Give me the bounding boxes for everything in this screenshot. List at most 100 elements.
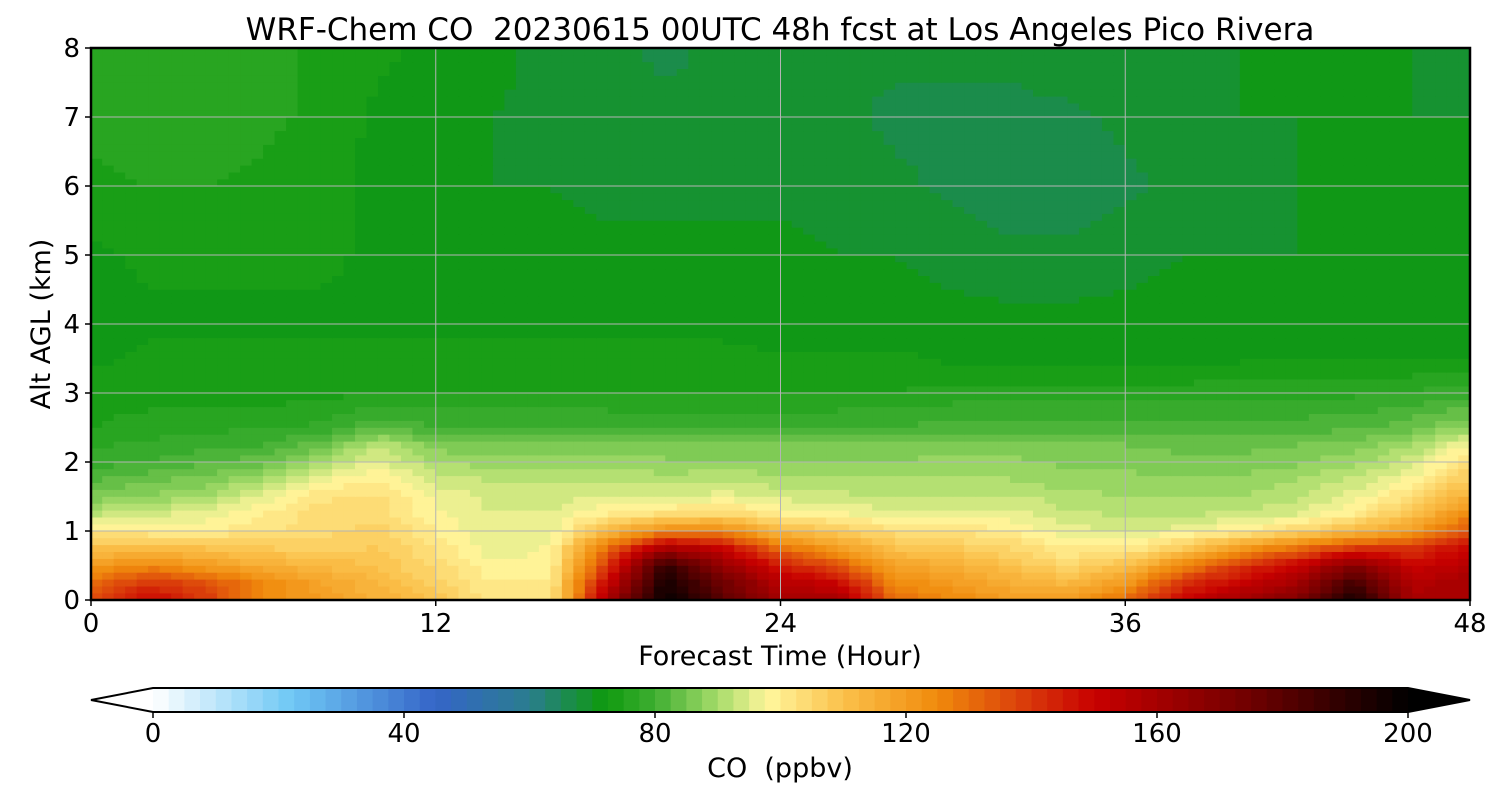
co-cell <box>1136 447 1149 456</box>
co-cell <box>1400 565 1413 573</box>
co-cell <box>872 551 885 559</box>
co-cell <box>538 496 551 504</box>
co-cell <box>469 516 483 525</box>
co-cell <box>1159 537 1172 546</box>
co-cell <box>1170 461 1184 470</box>
co-cell <box>1377 399 1390 408</box>
co-cell <box>1320 399 1333 408</box>
co-cell <box>527 385 540 394</box>
co-cell <box>286 351 299 359</box>
co-cell <box>653 344 666 352</box>
co-cell <box>297 316 310 325</box>
co-cell <box>1056 337 1069 345</box>
co-cell <box>251 475 264 483</box>
co-cell <box>734 510 747 518</box>
co-cell <box>148 427 161 435</box>
co-cell <box>1343 392 1356 401</box>
co-cell <box>1320 468 1333 477</box>
co-cell <box>136 523 149 532</box>
co-cell <box>182 434 195 442</box>
co-cell <box>1239 378 1252 387</box>
co-cell <box>1343 323 1356 332</box>
co-cell <box>849 510 862 518</box>
co-cell <box>1389 489 1402 497</box>
co-cell <box>1216 420 1229 428</box>
co-cell <box>355 516 368 525</box>
co-cell <box>929 475 942 483</box>
co-cell <box>1285 316 1298 325</box>
co-cell <box>1147 454 1161 463</box>
co-cell <box>1343 447 1356 456</box>
co-cell <box>1377 420 1390 428</box>
co-cell <box>952 461 965 470</box>
co-cell <box>780 330 793 339</box>
co-cell <box>872 372 885 380</box>
co-cell <box>1182 378 1195 387</box>
co-cell <box>366 496 379 504</box>
co-cell <box>366 523 379 532</box>
co-cell <box>136 427 149 435</box>
co-cell <box>929 454 942 463</box>
co-cell <box>1182 365 1195 373</box>
co-cell <box>1400 516 1413 525</box>
co-cell <box>653 309 666 318</box>
co-cell <box>607 482 620 490</box>
co-cell <box>826 316 839 325</box>
co-cell <box>171 447 184 456</box>
co-cell <box>91 316 103 325</box>
co-cell <box>975 385 988 394</box>
co-cell <box>964 489 977 497</box>
co-cell <box>1343 544 1356 552</box>
co-cell <box>286 392 299 401</box>
co-cell <box>550 482 563 490</box>
co-cell <box>91 516 103 525</box>
co-cell <box>412 399 425 408</box>
co-cell <box>722 392 735 401</box>
co-cell <box>251 378 264 387</box>
co-cell <box>872 323 885 332</box>
co-cell <box>1354 316 1367 325</box>
co-cell <box>1056 358 1069 366</box>
co-cell <box>860 434 873 442</box>
co-cell <box>826 392 839 401</box>
co-cell <box>1159 420 1172 428</box>
co-cell <box>1412 358 1425 366</box>
co-cell <box>803 316 816 325</box>
co-cell <box>136 551 149 559</box>
co-cell <box>1274 323 1287 332</box>
co-cell <box>538 530 551 539</box>
co-cell <box>1124 565 1138 573</box>
co-cell <box>1147 579 1161 587</box>
co-cell <box>1331 592 1344 600</box>
co-cell <box>642 544 655 552</box>
co-cell <box>1251 378 1264 387</box>
co-cell <box>699 544 712 552</box>
co-cell <box>469 454 483 463</box>
co-cell <box>366 592 379 600</box>
co-cell <box>332 420 345 428</box>
co-cell <box>1343 468 1356 477</box>
co-cell <box>1056 544 1069 552</box>
co-cell <box>1297 358 1310 366</box>
co-cell <box>711 337 724 345</box>
co-cell <box>630 530 643 539</box>
co-cell <box>1285 523 1298 532</box>
co-cell <box>1021 392 1034 401</box>
co-cell <box>964 482 977 490</box>
co-cell <box>1147 420 1161 428</box>
co-cell <box>389 592 402 600</box>
co-cell <box>1124 392 1138 401</box>
co-cell <box>1182 323 1195 332</box>
co-cell <box>584 406 597 414</box>
co-cell <box>171 579 184 587</box>
co-cell <box>1228 530 1241 539</box>
co-cell <box>481 434 494 442</box>
co-cell <box>91 330 103 339</box>
co-cell <box>975 447 988 456</box>
co-cell <box>423 344 437 352</box>
co-cell <box>102 344 115 352</box>
co-cell <box>964 461 977 470</box>
co-cell <box>389 516 402 525</box>
co-cell <box>1067 441 1080 449</box>
co-cell <box>630 323 643 332</box>
